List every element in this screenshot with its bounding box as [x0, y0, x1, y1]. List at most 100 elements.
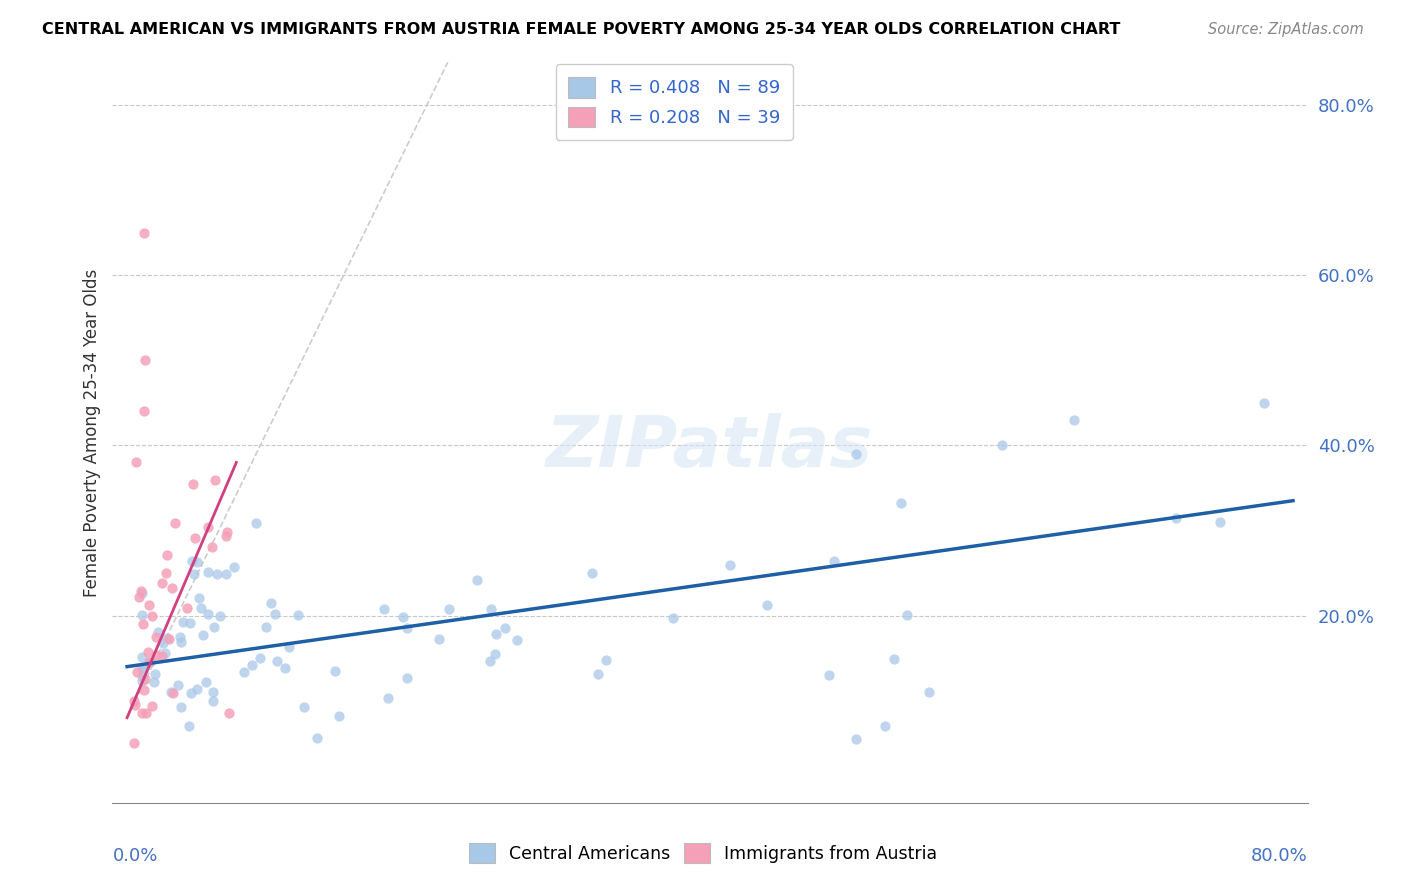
- Text: ZIPatlas: ZIPatlas: [547, 413, 873, 482]
- Point: [124, 736, 146, 750]
- Text: 80.0%: 80.0%: [1251, 847, 1308, 865]
- Point: [233, 665, 256, 679]
- Point: [170, 635, 193, 649]
- Point: [131, 669, 153, 683]
- Point: [179, 615, 201, 630]
- Point: [163, 516, 186, 530]
- Point: [484, 647, 506, 661]
- Point: [197, 519, 219, 533]
- Point: [204, 473, 226, 487]
- Point: [506, 632, 529, 647]
- Point: [139, 655, 162, 669]
- Point: [160, 685, 183, 699]
- Point: [201, 541, 224, 555]
- Point: [180, 554, 202, 568]
- Text: Source: ZipAtlas.com: Source: ZipAtlas.com: [1208, 22, 1364, 37]
- Point: [305, 731, 328, 745]
- Point: [132, 616, 155, 631]
- Point: [208, 609, 231, 624]
- Point: [883, 652, 905, 666]
- Point: [581, 566, 603, 580]
- Legend: Central Americans, Immigrants from Austria: Central Americans, Immigrants from Austr…: [463, 836, 943, 870]
- Point: [277, 640, 299, 654]
- Point: [264, 607, 287, 622]
- Point: [162, 686, 184, 700]
- Point: [179, 719, 201, 733]
- Point: [586, 666, 609, 681]
- Point: [392, 610, 415, 624]
- Point: [131, 650, 153, 665]
- Point: [180, 686, 202, 700]
- Point: [166, 678, 188, 692]
- Point: [152, 636, 174, 650]
- Point: [896, 608, 918, 623]
- Point: [197, 607, 219, 622]
- Point: [266, 654, 288, 668]
- Point: [157, 632, 180, 647]
- Point: [183, 567, 205, 582]
- Point: [718, 558, 741, 573]
- Point: [160, 582, 183, 596]
- Point: [132, 682, 155, 697]
- Legend: R = 0.408   N = 89, R = 0.208   N = 39: R = 0.408 N = 89, R = 0.208 N = 39: [555, 64, 793, 140]
- Point: [138, 655, 160, 669]
- Point: [395, 620, 418, 634]
- Point: [134, 672, 156, 686]
- Point: [240, 657, 263, 672]
- Point: [132, 661, 155, 675]
- Y-axis label: Female Poverty Among 25-34 Year Olds: Female Poverty Among 25-34 Year Olds: [83, 268, 101, 597]
- Point: [202, 694, 225, 708]
- Point: [146, 624, 169, 639]
- Point: [439, 602, 461, 616]
- Point: [215, 528, 238, 542]
- Point: [662, 611, 685, 625]
- Point: [845, 731, 868, 746]
- Point: [292, 699, 315, 714]
- Point: [125, 665, 148, 679]
- Point: [145, 648, 167, 663]
- Point: [150, 575, 173, 590]
- Point: [131, 674, 153, 689]
- Point: [377, 691, 399, 706]
- Point: [131, 586, 153, 600]
- Point: [818, 667, 841, 681]
- Point: [129, 583, 152, 598]
- Point: [186, 682, 208, 697]
- Point: [186, 555, 208, 569]
- Point: [143, 666, 166, 681]
- Point: [245, 516, 267, 531]
- Point: [135, 706, 157, 720]
- Point: [155, 566, 177, 581]
- Point: [427, 632, 450, 646]
- Point: [205, 567, 228, 582]
- Point: [184, 531, 207, 545]
- Point: [254, 620, 277, 634]
- Point: [169, 631, 191, 645]
- Point: [124, 698, 146, 713]
- Point: [124, 694, 146, 708]
- Point: [172, 615, 194, 630]
- Point: [187, 591, 209, 605]
- Point: [595, 653, 617, 667]
- Point: [194, 674, 217, 689]
- Point: [202, 684, 225, 698]
- Point: [845, 447, 868, 461]
- Point: [128, 590, 150, 604]
- Point: [1063, 413, 1085, 427]
- Point: [1253, 396, 1275, 410]
- Point: [142, 674, 165, 689]
- Point: [273, 661, 295, 675]
- Point: [222, 559, 245, 574]
- Text: 0.0%: 0.0%: [112, 847, 157, 865]
- Point: [141, 608, 163, 623]
- Point: [138, 598, 160, 612]
- Point: [131, 608, 153, 623]
- Point: [131, 706, 153, 721]
- Point: [170, 699, 193, 714]
- Point: [141, 699, 163, 714]
- Point: [873, 719, 896, 733]
- Point: [917, 685, 939, 699]
- Point: [465, 573, 488, 587]
- Point: [190, 601, 212, 615]
- Point: [479, 653, 502, 667]
